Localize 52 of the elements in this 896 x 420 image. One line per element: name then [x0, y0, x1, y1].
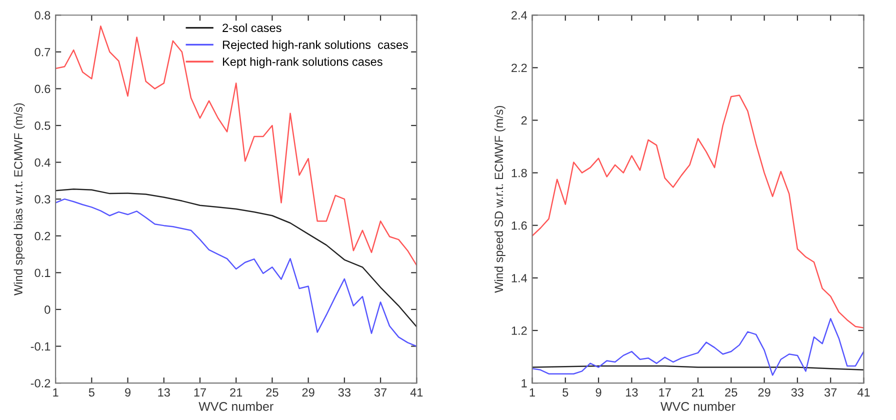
legend-label: 2-sol cases — [222, 23, 282, 32]
x-tick-label: 17 — [194, 388, 206, 396]
x-tick-label: 5 — [562, 388, 568, 397]
y-tick-label: 2.4 — [512, 11, 528, 20]
y-tick-label: -0.1 — [30, 342, 50, 351]
x-tick-label: 41 — [857, 388, 870, 396]
x-tick-label: 13 — [626, 388, 638, 397]
x-tick-label: 1 — [53, 388, 58, 396]
y-tick-label: 1.8 — [512, 168, 527, 178]
y-tick-label: 2.2 — [512, 64, 527, 72]
x-tick-label: 21 — [692, 388, 704, 396]
x-tick-label: 29 — [758, 388, 770, 397]
y-tick-label: 0.7 — [34, 48, 50, 56]
line-series — [56, 198, 417, 347]
x-tick-label: 21 — [230, 388, 242, 396]
x-tick-label: 1 — [530, 388, 535, 396]
y-axis-title: Wind speed SD w.r.t. ECMWF (m/s) — [494, 106, 506, 293]
legend-label: Rejected high-rank solutions cases — [222, 40, 408, 52]
y-tick-label: 1.2 — [512, 326, 527, 335]
y-tick-label: 0.1 — [34, 268, 50, 278]
y-axis-title: Wind speed bias w.r.t. ECMWF (m/s) — [14, 103, 25, 296]
x-tick-label: 37 — [824, 388, 837, 397]
y-tick-label: 1 — [522, 379, 527, 388]
y-tick-label: 2 — [521, 116, 527, 125]
y-tick-label: 0 — [44, 305, 50, 314]
x-axis-title: WVC number — [198, 402, 274, 411]
y-tick-label: 0.5 — [34, 122, 50, 130]
x-tick-label: 41 — [410, 388, 423, 396]
y-tick-label: 0.2 — [34, 232, 50, 240]
x-tick-label: 25 — [266, 388, 278, 397]
y-tick-label: -0.2 — [30, 379, 50, 388]
x-tick-label: 9 — [596, 388, 602, 397]
x-tick-label: 37 — [374, 388, 387, 397]
x-tick-label: 25 — [725, 388, 738, 397]
y-tick-label: 0.8 — [34, 11, 50, 20]
x-tick-label: 5 — [88, 388, 94, 397]
y-tick-label: 0.4 — [34, 158, 50, 167]
y-tick-label: 0.6 — [34, 84, 50, 94]
line-series — [56, 188, 417, 328]
y-tick-label: 1.6 — [512, 221, 527, 230]
line-series — [532, 94, 864, 328]
x-axis-title: WVC number — [660, 402, 736, 411]
x-tick-label: 29 — [302, 388, 314, 397]
x-tick-label: 33 — [338, 388, 350, 397]
x-tick-label: 17 — [659, 388, 671, 396]
y-tick-label: 0.3 — [34, 195, 50, 204]
line-series — [532, 318, 864, 376]
legend-label: Kept high-rank solutions cases — [222, 57, 382, 68]
x-tick-label: 33 — [791, 388, 804, 397]
x-tick-label: 13 — [158, 388, 170, 397]
y-tick-label: 1.4 — [512, 274, 528, 282]
x-tick-label: 9 — [125, 388, 130, 397]
